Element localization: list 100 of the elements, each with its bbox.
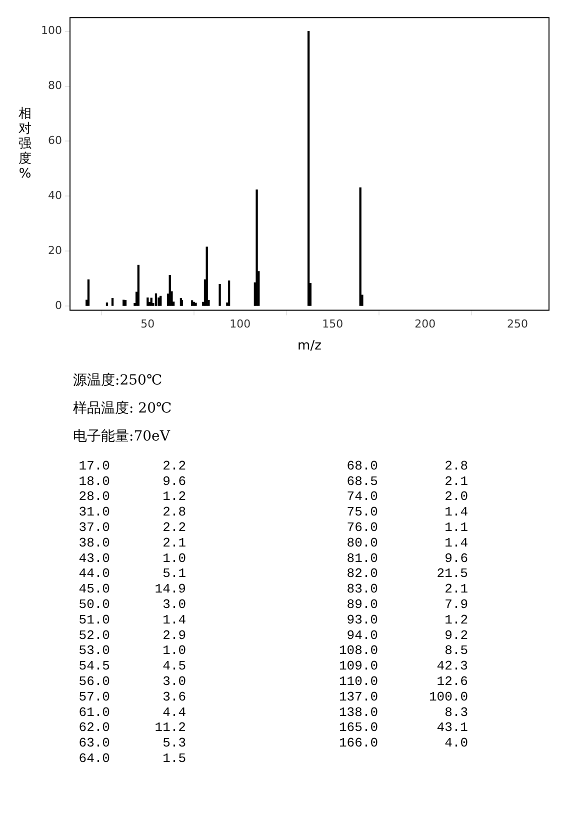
text: 5.3 — [162, 736, 186, 751]
text: 80.0 — [346, 535, 378, 550]
bar — [146, 298, 149, 306]
bar — [359, 187, 362, 306]
text: 82.0 — [346, 566, 378, 582]
text: 2.2 — [162, 458, 186, 474]
text: 110.0 — [338, 674, 378, 690]
bar — [206, 246, 208, 306]
text: 8.3 — [444, 704, 468, 720]
text: 74.0 — [346, 489, 378, 504]
y-axis-title: 相对强度% — [18, 106, 32, 182]
text: 166.0 — [338, 736, 378, 751]
text: 51.0 — [78, 612, 110, 628]
text: 62.0 — [78, 720, 110, 736]
text: 42.3 — [436, 658, 468, 674]
text: 94.0 — [346, 628, 378, 643]
text: 75.0 — [346, 504, 378, 520]
text: 52.0 — [78, 628, 110, 643]
text: 18.0 — [78, 474, 110, 489]
bar — [228, 280, 230, 306]
text: 138.0 — [338, 704, 378, 720]
text: 31.0 — [78, 504, 110, 520]
text: 源温度:250℃ — [73, 372, 162, 389]
text: 4.4 — [162, 704, 186, 720]
text: 109.0 — [338, 658, 378, 674]
text: 108.0 — [338, 643, 378, 658]
x-tick-label: 250 — [507, 318, 528, 331]
bar — [137, 264, 140, 306]
text: 电子能量:70eV — [73, 428, 171, 445]
text: 2.1 — [444, 474, 468, 489]
x-tick-label: 100 — [230, 318, 251, 331]
text: 50.0 — [78, 597, 110, 612]
text: 1.5 — [162, 751, 186, 766]
bar — [111, 298, 114, 306]
text: 3.0 — [162, 597, 186, 612]
text: 81.0 — [346, 550, 378, 566]
text: 38.0 — [78, 535, 110, 550]
text: 2.2 — [162, 520, 186, 536]
text: 28.0 — [78, 489, 110, 504]
text: 44.0 — [78, 566, 110, 582]
text: 14.9 — [154, 582, 186, 597]
bar — [307, 31, 310, 306]
bar — [122, 300, 125, 306]
text: 2.8 — [444, 458, 468, 474]
text: 100.0 — [428, 689, 468, 704]
y-tick-label: 0 — [54, 298, 62, 312]
text: 12.6 — [436, 674, 468, 690]
x-tick-label: 50 — [140, 318, 155, 331]
text: 1.0 — [162, 550, 186, 566]
text: 2.0 — [444, 489, 468, 504]
text: 3.6 — [162, 689, 186, 704]
bar — [124, 300, 127, 306]
text: 2.1 — [162, 535, 186, 550]
text: 137.0 — [338, 689, 378, 704]
text: 68.5 — [346, 474, 378, 489]
text: 76.0 — [346, 520, 378, 536]
text: 53.0 — [78, 643, 110, 658]
text: 45.0 — [78, 582, 110, 597]
text: 1.4 — [162, 612, 186, 628]
text: 1.2 — [162, 489, 186, 504]
text: 1.4 — [444, 535, 468, 550]
text: 93.0 — [346, 612, 378, 628]
text: 样品温度: 20℃ — [73, 400, 172, 417]
text: 57.0 — [78, 689, 110, 704]
text: 1.4 — [444, 504, 468, 520]
text: 4.5 — [162, 658, 186, 674]
text: 9.6 — [444, 550, 468, 566]
bar — [148, 302, 151, 306]
text: 89.0 — [346, 597, 378, 612]
text: 2.8 — [162, 504, 186, 520]
text: 83.0 — [346, 582, 378, 597]
text: 2.9 — [162, 628, 186, 643]
text: 165.0 — [338, 720, 378, 736]
text: 9.6 — [162, 474, 186, 489]
text: 68.0 — [346, 458, 378, 474]
text: 43.1 — [436, 720, 468, 736]
bar — [218, 284, 221, 306]
text: 5.1 — [162, 566, 186, 582]
y-tick-label: 20 — [48, 244, 62, 257]
text: 1.0 — [162, 643, 186, 658]
bar — [154, 293, 158, 306]
text: 61.0 — [78, 704, 110, 720]
text: 9.2 — [444, 628, 468, 643]
text: 1.2 — [444, 612, 468, 628]
text: 3.0 — [162, 674, 186, 690]
bar — [106, 302, 108, 306]
text: 1.1 — [444, 520, 468, 536]
text: 7.9 — [444, 597, 468, 612]
text: 54.5 — [78, 658, 110, 674]
text: 43.0 — [78, 550, 110, 566]
bar — [160, 296, 162, 306]
text: 8.5 — [444, 643, 468, 658]
text: 64.0 — [78, 751, 110, 766]
text: 63.0 — [78, 736, 110, 751]
text: 4.0 — [444, 736, 468, 751]
text: 37.0 — [78, 520, 110, 536]
y-tick-label: 80 — [48, 79, 62, 92]
text: 56.0 — [78, 674, 110, 690]
y-tick-label: 100 — [40, 24, 62, 38]
x-axis-title: m/z — [298, 338, 322, 354]
